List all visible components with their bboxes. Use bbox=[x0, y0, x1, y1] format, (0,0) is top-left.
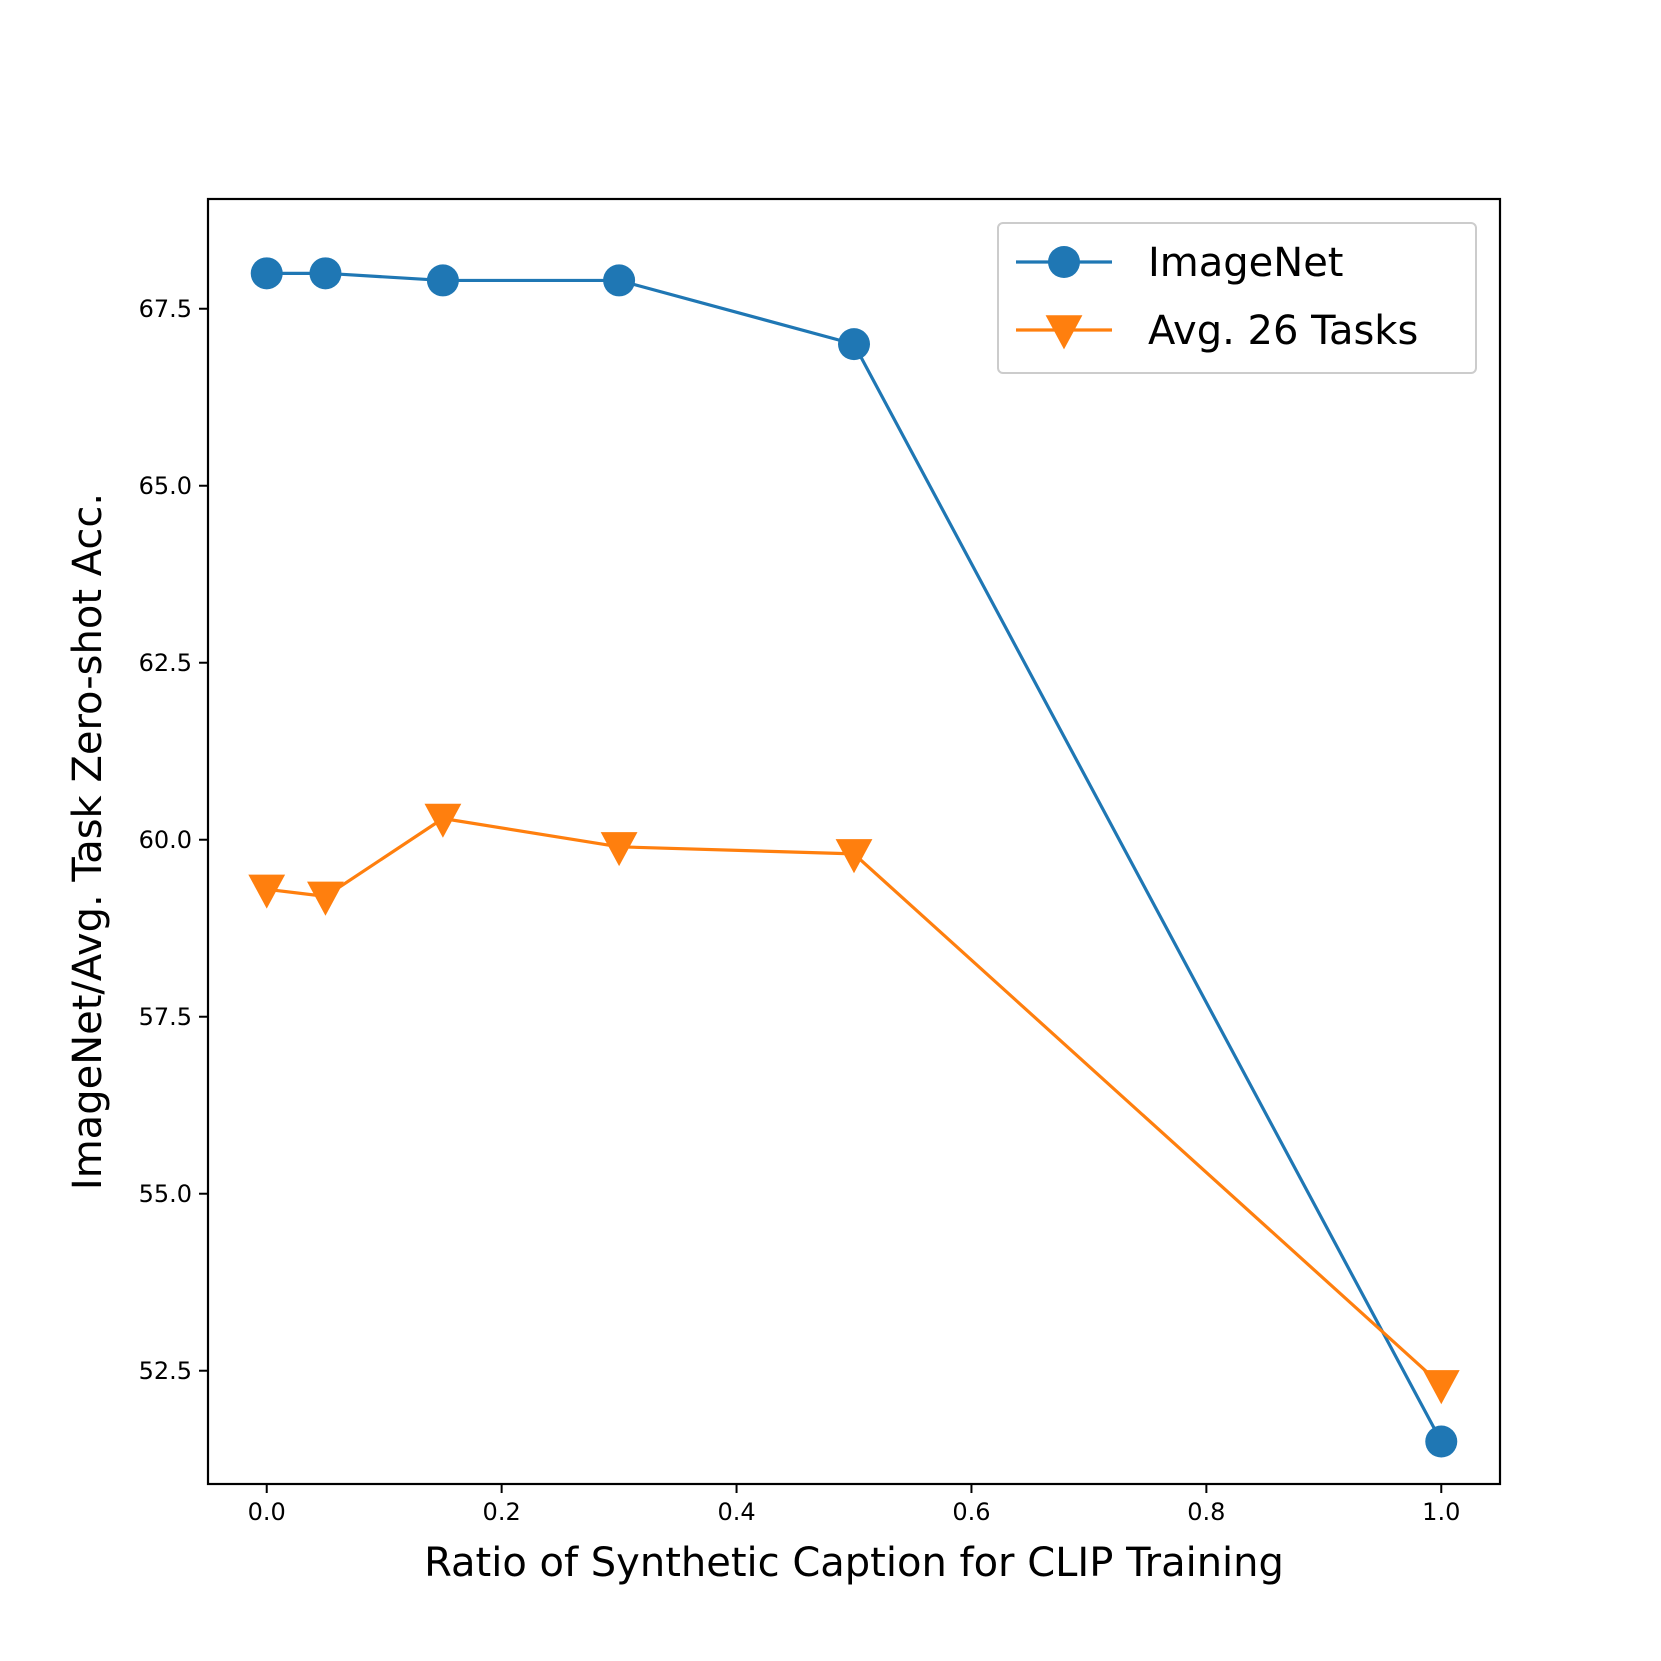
legend-label-imagenet: ImageNet bbox=[1148, 240, 1344, 286]
y-axis-label: ImageNet/Avg. Task Zero-shot Acc. bbox=[65, 493, 111, 1190]
legend-box bbox=[997, 222, 1477, 374]
y-tick-label: 57.5 bbox=[139, 1003, 192, 1031]
legend-marker-avg-26-tasks bbox=[1045, 315, 1083, 350]
y-tick-label: 55.0 bbox=[139, 1180, 192, 1208]
legend: ImageNet Avg. 26 Tasks bbox=[997, 222, 1477, 374]
data-point-avg-26-tasks bbox=[1422, 1370, 1460, 1405]
data-point-avg-26-tasks bbox=[307, 881, 344, 916]
axes-frame bbox=[206, 197, 1502, 1486]
data-point-avg-26-tasks bbox=[600, 832, 638, 867]
x-tick-label: 0.6 bbox=[952, 1498, 990, 1526]
x-axis-label: Ratio of Synthetic Caption for CLIP Trai… bbox=[424, 1540, 1284, 1586]
x-tick-label: 0.4 bbox=[717, 1498, 755, 1526]
series-line-avg-26-tasks bbox=[266, 816, 1443, 1387]
y-tick-label: 62.5 bbox=[139, 649, 192, 677]
legend-label-avg-26-tasks: Avg. 26 Tasks bbox=[1148, 308, 1418, 354]
x-tick-label: 1.0 bbox=[1422, 1498, 1460, 1526]
x-tick-label: 0.8 bbox=[1187, 1498, 1225, 1526]
x-tick-label: 0.0 bbox=[248, 1498, 286, 1526]
x-axis: 0.0 0.2 0.4 0.6 0.8 1.0 bbox=[248, 1484, 1460, 1526]
data-point-imagenet bbox=[1425, 1425, 1458, 1458]
data-point-avg-26-tasks bbox=[835, 839, 873, 874]
plot-marks bbox=[248, 257, 1460, 1458]
data-point-imagenet bbox=[309, 257, 342, 290]
legend-marker-imagenet bbox=[1048, 246, 1080, 278]
data-point-imagenet bbox=[603, 264, 636, 297]
data-point-avg-26-tasks bbox=[248, 874, 286, 909]
data-point-imagenet bbox=[426, 264, 459, 297]
y-axis: 52.5 55.0 57.5 60.0 62.5 65.0 67.5 bbox=[139, 295, 208, 1385]
data-point-imagenet bbox=[838, 328, 870, 361]
x-tick-label: 0.2 bbox=[483, 1498, 521, 1526]
y-tick-label: 67.5 bbox=[139, 295, 192, 323]
data-point-imagenet bbox=[250, 257, 283, 290]
y-tick-label: 65.0 bbox=[139, 472, 192, 500]
y-tick-label: 60.0 bbox=[139, 826, 192, 854]
data-point-avg-26-tasks bbox=[424, 803, 462, 838]
y-tick-label: 52.5 bbox=[139, 1357, 192, 1385]
